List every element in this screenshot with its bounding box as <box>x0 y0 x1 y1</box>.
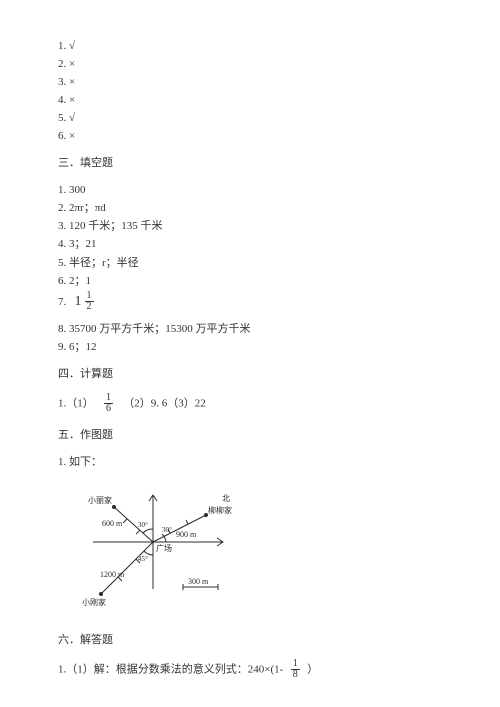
tf-mark: × <box>69 94 75 106</box>
tf-mark: × <box>69 130 75 142</box>
mixed-whole: 1 <box>75 291 82 313</box>
section-5-header: 五．作图题 <box>58 427 450 444</box>
fill-answer: 9. 6；12 <box>58 339 450 356</box>
solve-suffix: ） <box>307 663 318 675</box>
tf-num: 6. <box>58 130 66 142</box>
solve-answer: 1.（1）解：根据分数乘法的意义列式：240×(1- 1 8 ） <box>58 659 450 681</box>
tf-num: 5. <box>58 112 66 124</box>
tf-num: 1. <box>58 40 66 52</box>
fill-answer: 3. 120 千米；135 千米 <box>58 218 450 235</box>
frac-denominator: 8 <box>291 670 300 681</box>
fill-answer: 8. 35700 万平方千米；15300 万平方千米 <box>58 321 450 338</box>
fill-answer-7: 7. 1 1 2 <box>58 291 450 313</box>
draw-prompt: 1. 如下： <box>58 454 450 471</box>
tf-item: 3. × <box>58 74 450 91</box>
tf-item: 2. × <box>58 56 450 73</box>
fraction: 1 6 <box>104 393 113 415</box>
label-a45: 45° <box>138 555 148 563</box>
direction-diagram: 小丽家 柳柳家 小刚家 广场 北 600 m 900 m 1200 m 300 … <box>58 477 450 622</box>
label-300: 300 m <box>188 577 209 586</box>
section-3-header: 三．填空题 <box>58 155 450 172</box>
section-6-header: 六．解答题 <box>58 632 450 649</box>
solve-prefix: 1.（1）解：根据分数乘法的意义列式：240×(1- <box>58 663 283 675</box>
frac-denominator: 6 <box>104 404 113 415</box>
label-1200: 1200 m <box>100 570 125 579</box>
calc-prefix: 1.（1） <box>58 397 94 409</box>
frac-denominator: 2 <box>85 302 94 313</box>
label-900: 900 m <box>176 530 197 539</box>
tf-mark: √ <box>69 40 75 52</box>
fraction: 1 8 <box>291 659 300 681</box>
tf-num: 4. <box>58 94 66 106</box>
fill-answer: 1. 300 <box>58 182 450 199</box>
tf-item: 5. √ <box>58 110 450 127</box>
tf-mark: × <box>69 76 75 88</box>
label-600: 600 m <box>102 519 123 528</box>
section-4-header: 四．计算题 <box>58 366 450 383</box>
tf-mark: × <box>69 58 75 70</box>
diagram-svg: 小丽家 柳柳家 小刚家 广场 北 600 m 900 m 1200 m 300 … <box>58 477 248 622</box>
fill-answer: 6. 2；1 <box>58 273 450 290</box>
fraction: 1 2 <box>85 291 94 313</box>
tf-item: 6. × <box>58 128 450 145</box>
tf-mark: √ <box>69 112 75 124</box>
label-a30a: 30° <box>138 521 148 529</box>
mixed-fraction: 1 1 2 <box>75 291 96 313</box>
tf-num: 3. <box>58 76 66 88</box>
tf-item: 4. × <box>58 92 450 109</box>
tf-num: 2. <box>58 58 66 70</box>
tf-item: 1. √ <box>58 38 450 55</box>
label-xiaoli: 小丽家 <box>88 495 112 505</box>
tf-list: 1. √ 2. × 3. × 4. × 5. √ 6. × <box>58 38 450 145</box>
fill-prefix: 7. <box>58 296 66 308</box>
fill-answer: 2. 2πr；πd <box>58 200 450 217</box>
label-north: 北 <box>222 494 230 503</box>
label-guang: 广场 <box>156 543 172 553</box>
fill-answer: 5. 半径；r；半径 <box>58 255 450 272</box>
label-xiaogang: 小刚家 <box>82 597 106 607</box>
calc-rest: （2）9. 6（3）22 <box>123 397 206 409</box>
fill-answer: 4. 3；21 <box>58 236 450 253</box>
calc-answer: 1.（1） 1 6 （2）9. 6（3）22 <box>58 393 450 415</box>
label-a30b: 30° <box>162 526 172 534</box>
label-liuliu: 柳柳家 <box>208 505 232 515</box>
